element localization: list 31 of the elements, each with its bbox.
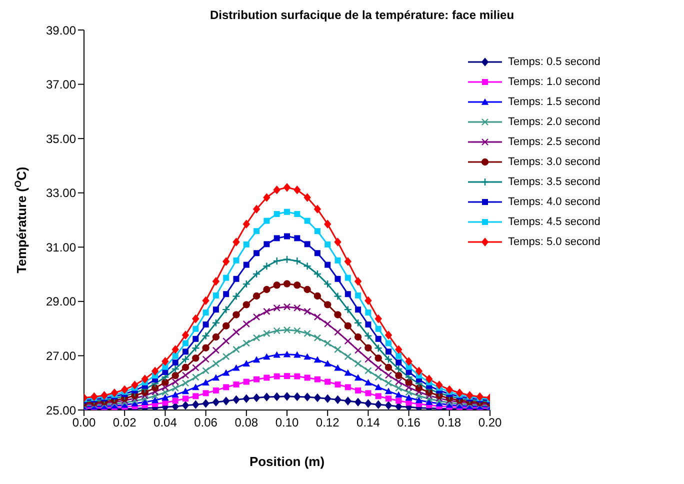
legend-label: Temps: 4.0 second xyxy=(508,196,600,208)
y-tick-label: 39.00 xyxy=(46,23,76,38)
y-tick-label: 37.00 xyxy=(46,78,76,92)
y-tick-label: 25.00 xyxy=(46,403,76,418)
chart-title: Distribution surfacique de la température: face milieu xyxy=(208,8,516,22)
y-tick-label: 35.00 xyxy=(46,132,76,146)
y-tick-label: 27.00 xyxy=(46,348,76,363)
x-tick-label: 0.12 xyxy=(316,416,340,430)
y-tick-label: 31.00 xyxy=(46,240,76,254)
legend-label: Temps: 5.0 second xyxy=(508,236,600,248)
legend-label: Temps: 1.5 second xyxy=(508,96,600,108)
x-tick-label: 0.06 xyxy=(194,416,218,430)
x-tick-label: 0.02 xyxy=(112,416,137,430)
x-axis-title: Position (m) xyxy=(249,454,325,469)
legend-label: Temps: 1.0 second xyxy=(508,76,600,88)
x-tick-label: 0.18 xyxy=(438,416,462,430)
legend-label: Temps: 4.5 second xyxy=(508,216,600,228)
x-tick-label: 0.04 xyxy=(154,416,178,430)
legend-label: Temps: 2.0 second xyxy=(508,116,600,128)
legend-label: Temps: 3.5 second xyxy=(508,176,600,188)
y-tick-label: 33.00 xyxy=(46,186,76,200)
legend-label: Temps: 2.5 second xyxy=(508,136,600,148)
x-tick-label: 0.00 xyxy=(72,416,96,430)
legend-label: Temps: 0.5 second xyxy=(508,56,600,68)
x-tick-label: 0.20 xyxy=(478,416,502,430)
y-tick-label: 29.00 xyxy=(46,294,76,309)
x-tick-label: 0.16 xyxy=(397,416,421,430)
x-tick-label: 0.14 xyxy=(356,416,380,430)
x-tick-label: 0.08 xyxy=(234,416,258,430)
legend-label: Temps: 3.0 second xyxy=(508,156,600,168)
x-tick-label: 0.10 xyxy=(275,416,299,430)
